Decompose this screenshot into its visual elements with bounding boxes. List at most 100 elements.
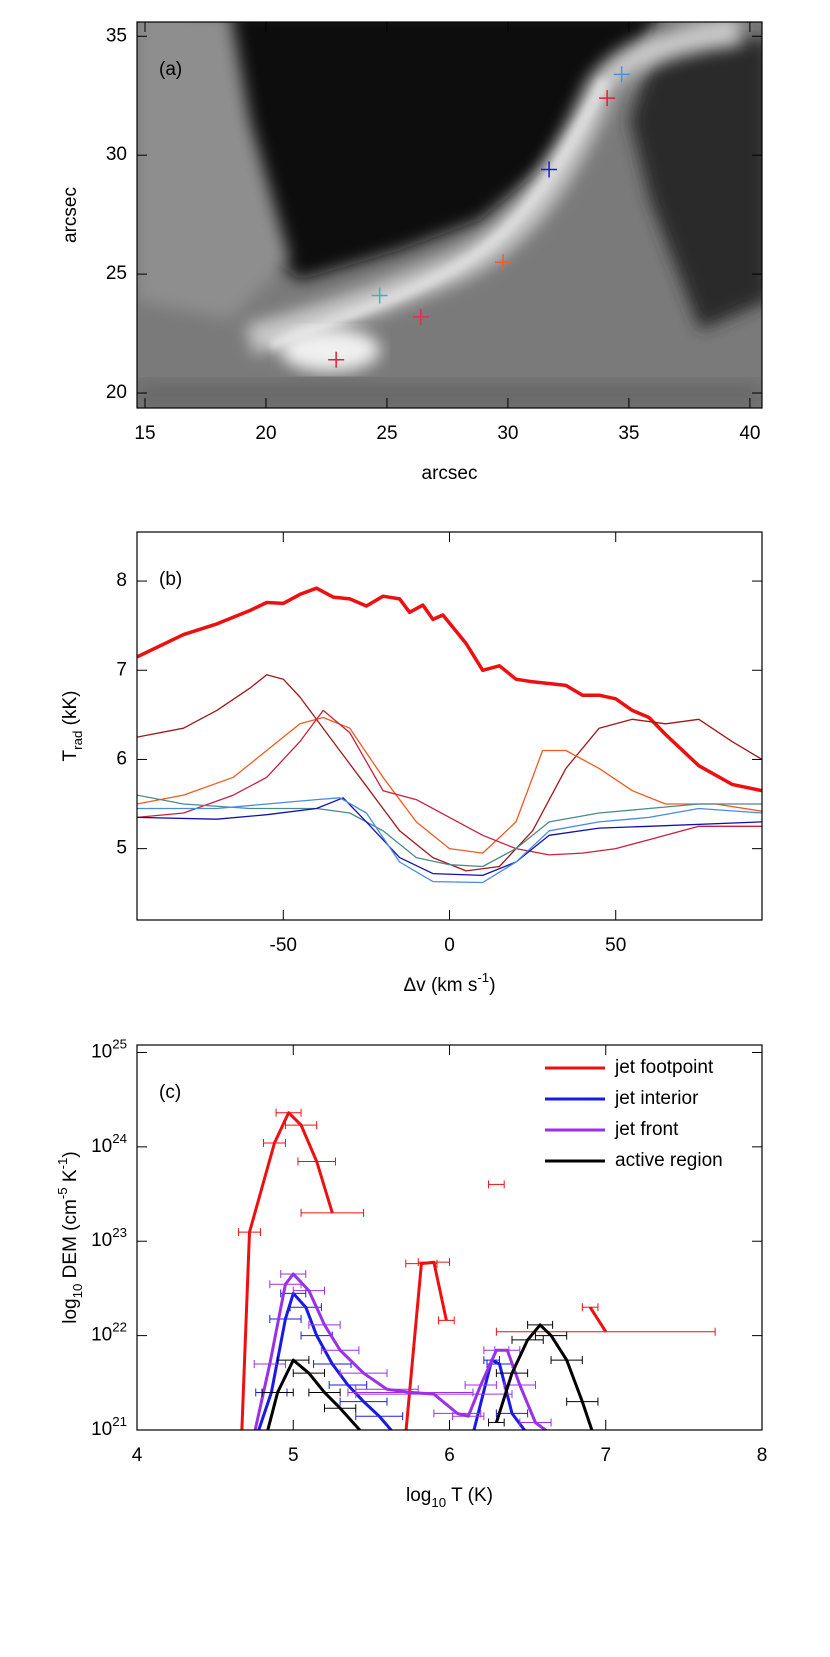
series-line — [266, 1323, 594, 1430]
y-axis-label: log10 DEM (cm-5 K-1) — [55, 1151, 85, 1324]
error-bar — [253, 1360, 286, 1369]
x-tick-label: 35 — [618, 423, 639, 444]
legend-label: active region — [615, 1150, 723, 1171]
y-axis-label: Trad (kK) — [60, 691, 85, 762]
error-bar — [585, 1430, 601, 1438]
error-bar — [417, 1258, 450, 1267]
cross-marker — [371, 287, 388, 304]
error-bar — [511, 1335, 544, 1344]
y-tick-label: 35 — [106, 25, 127, 46]
y-tick-label: 6 — [116, 748, 127, 769]
x-tick-label: 15 — [134, 423, 155, 444]
error-bar — [494, 1346, 521, 1355]
panel-label: (a) — [159, 59, 182, 80]
error-bar — [297, 1157, 336, 1166]
error-bar — [355, 1390, 513, 1399]
error-bar — [534, 1331, 568, 1340]
cross-marker — [541, 161, 558, 178]
y-tick-label: 1023 — [91, 1225, 127, 1251]
error-bar — [324, 1404, 357, 1413]
error-bar — [300, 1208, 365, 1217]
error-bar — [292, 1369, 325, 1378]
error-bar — [339, 1397, 388, 1406]
x-tick-label: 30 — [497, 423, 518, 444]
error-bar — [465, 1430, 481, 1438]
solar-image — [137, 22, 762, 408]
x-axis-label: log10 T (K) — [406, 1485, 493, 1510]
error-bar — [495, 1409, 529, 1418]
error-bar — [519, 1418, 552, 1427]
error-bar — [488, 1180, 505, 1189]
error-bar — [292, 1286, 325, 1295]
legend-label: jet front — [614, 1119, 679, 1140]
error-bar — [464, 1380, 497, 1389]
error-bar — [581, 1303, 599, 1312]
error-bar — [379, 1430, 410, 1438]
error-bar — [339, 1369, 388, 1378]
x-axis-label: Δv (km s-1) — [403, 970, 495, 996]
error-bar — [308, 1388, 341, 1397]
error-bar — [284, 1121, 318, 1130]
error-bar — [238, 1228, 261, 1237]
panel-label: (c) — [159, 1082, 181, 1103]
y-axis-label: arcsec — [60, 187, 81, 243]
error-bar — [275, 1108, 302, 1117]
error-bar — [269, 1314, 302, 1323]
plot-area — [234, 1108, 716, 1438]
y-tick-label: 1022 — [91, 1320, 127, 1346]
x-tick-label: 7 — [600, 1445, 611, 1466]
series-line — [137, 794, 762, 868]
series-line — [137, 797, 762, 884]
error-bar — [328, 1380, 368, 1389]
plot-area — [328, 66, 630, 368]
series-line — [137, 586, 762, 793]
plot-area — [137, 586, 762, 884]
x-tick-label: -50 — [270, 935, 297, 956]
error-bar — [452, 1412, 485, 1421]
x-tick-label: 8 — [757, 1445, 768, 1466]
error-bar — [527, 1320, 554, 1329]
y-tick-label: 1024 — [91, 1131, 127, 1157]
error-bar — [246, 1430, 262, 1438]
cross-marker — [328, 351, 345, 368]
x-tick-label: 40 — [739, 423, 760, 444]
error-bar — [566, 1397, 599, 1406]
error-bar — [263, 1138, 286, 1147]
panel-label: (b) — [159, 569, 182, 590]
x-tick-label: 6 — [444, 1445, 455, 1466]
error-bar — [495, 1369, 529, 1378]
axes-frame — [136, 531, 763, 921]
x-tick-label: 20 — [255, 423, 276, 444]
series-line — [137, 674, 762, 872]
x-tick-label: 25 — [376, 423, 397, 444]
cross-marker — [599, 90, 616, 107]
cross-marker — [613, 66, 630, 83]
x-tick-label: 50 — [605, 935, 626, 956]
error-bar — [250, 1430, 266, 1438]
cross-marker — [495, 254, 512, 271]
y-tick-label: 1021 — [91, 1414, 127, 1440]
x-tick-label: 0 — [444, 935, 455, 956]
error-bar — [543, 1430, 559, 1438]
error-bar — [234, 1430, 250, 1438]
error-bar — [259, 1430, 275, 1438]
error-bar — [520, 1430, 536, 1438]
error-bar — [488, 1418, 505, 1427]
error-bar — [405, 1259, 438, 1268]
y-tick-label: 1025 — [91, 1036, 127, 1062]
legend-label: jet interior — [614, 1088, 699, 1109]
legend-label: jet footpoint — [614, 1057, 714, 1078]
x-tick-label: 5 — [288, 1445, 299, 1466]
error-bar — [269, 1280, 302, 1289]
error-bar — [550, 1356, 583, 1365]
series-line — [137, 797, 762, 877]
axes-frame — [136, 21, 763, 409]
error-bar — [347, 1388, 474, 1397]
error-bar — [355, 1412, 404, 1421]
series-line — [137, 709, 762, 856]
cross-marker — [412, 308, 429, 325]
x-tick-label: 4 — [132, 1445, 143, 1466]
x-axis-label: arcsec — [422, 463, 478, 484]
y-tick-label: 20 — [106, 382, 127, 403]
